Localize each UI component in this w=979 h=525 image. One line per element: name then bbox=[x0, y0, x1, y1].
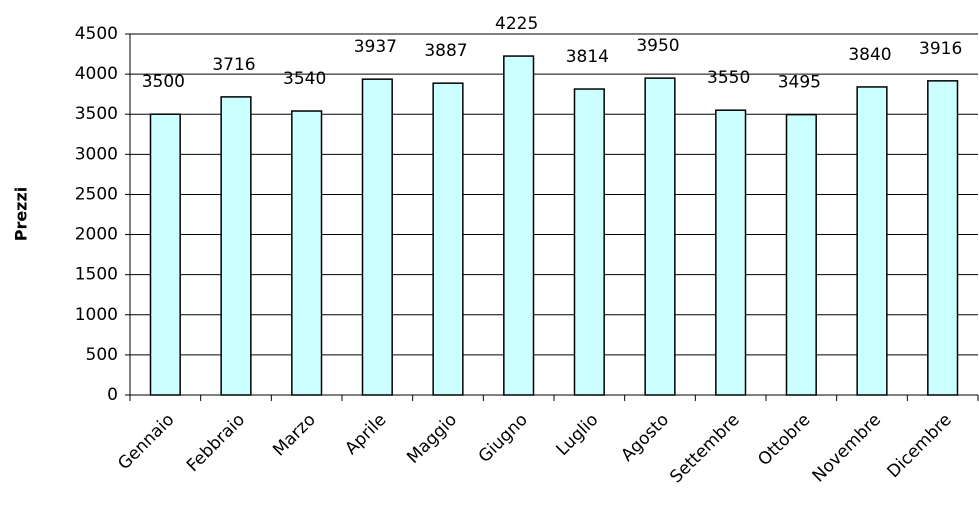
value-label: 3916 bbox=[919, 39, 962, 59]
x-tick-label: Febbraio bbox=[183, 410, 249, 476]
value-label: 3950 bbox=[636, 36, 679, 56]
value-label: 3550 bbox=[707, 68, 750, 88]
x-tick-label: Giugno bbox=[475, 410, 532, 467]
x-tick-label: Agosto bbox=[617, 410, 673, 466]
value-label: 3500 bbox=[142, 72, 185, 92]
y-tick-label: 1000 bbox=[75, 305, 118, 325]
bar bbox=[573, 88, 605, 396]
bar bbox=[361, 78, 393, 396]
x-tick-label: Marzo bbox=[269, 410, 319, 460]
value-label: 3540 bbox=[283, 69, 326, 89]
bar bbox=[856, 86, 888, 396]
y-tick-label: 4000 bbox=[75, 64, 118, 84]
bar bbox=[644, 77, 676, 396]
bar bbox=[432, 82, 464, 396]
bar bbox=[503, 55, 535, 396]
y-tick-label: 3000 bbox=[75, 144, 118, 164]
bar bbox=[785, 113, 817, 396]
value-label: 3495 bbox=[778, 73, 821, 93]
x-tick-label: Luglio bbox=[552, 410, 602, 460]
value-label: 3716 bbox=[212, 55, 255, 75]
value-label: 3814 bbox=[566, 47, 609, 67]
bar bbox=[715, 109, 747, 396]
bar bbox=[291, 110, 323, 396]
x-tick-label: Gennaio bbox=[114, 410, 178, 474]
value-label: 3840 bbox=[848, 45, 891, 65]
bar bbox=[149, 113, 181, 396]
x-tick-label: Settembre bbox=[666, 410, 743, 487]
y-tick-label: 3500 bbox=[75, 104, 118, 124]
value-label: 3937 bbox=[354, 37, 397, 57]
bar bbox=[927, 80, 959, 396]
bar bbox=[220, 96, 252, 396]
x-tick-label: Dicembre bbox=[884, 410, 956, 482]
y-tick-label: 4500 bbox=[75, 24, 118, 44]
x-tick-label: Ottobre bbox=[754, 410, 814, 470]
y-tick-label: 2500 bbox=[75, 184, 118, 204]
y-axis-title: Prezzi bbox=[12, 187, 31, 242]
y-tick-label: 1500 bbox=[75, 265, 118, 285]
y-tick-label: 2000 bbox=[75, 225, 118, 245]
value-label: 4225 bbox=[495, 14, 538, 34]
x-tick-label: Aprile bbox=[341, 410, 390, 459]
y-tick-label: 0 bbox=[107, 385, 118, 405]
x-tick-label: Novembre bbox=[809, 410, 885, 486]
x-tick-label: Maggio bbox=[403, 410, 461, 468]
y-tick-label: 500 bbox=[86, 345, 118, 365]
value-label: 3887 bbox=[424, 41, 467, 61]
